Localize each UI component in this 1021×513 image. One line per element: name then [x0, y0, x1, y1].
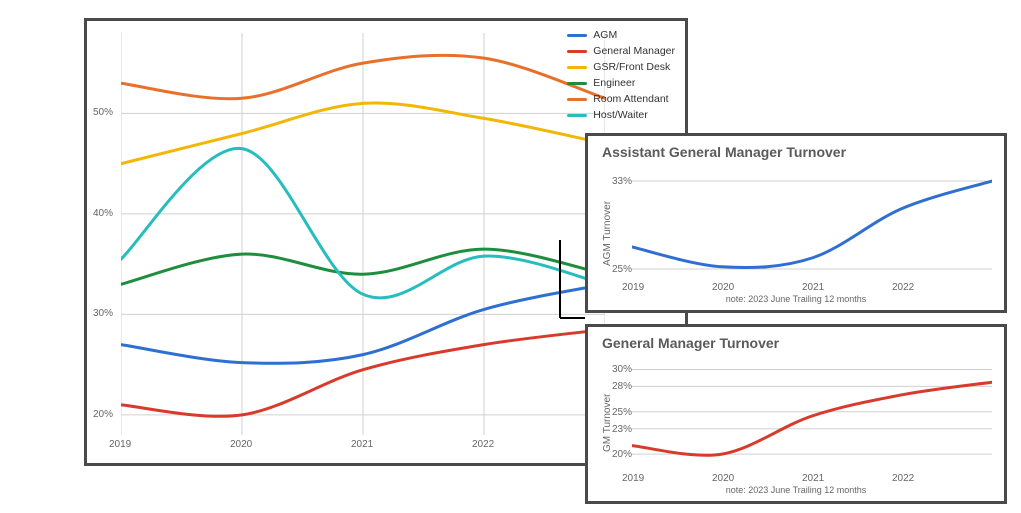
- chart-legend: AGMGeneral ManagerGSR/Front DeskEngineer…: [567, 27, 675, 123]
- legend-item: Engineer: [567, 75, 675, 91]
- ytick-label: 25%: [612, 264, 632, 275]
- legend-item: Room Attendant: [567, 91, 675, 107]
- legend-label: General Manager: [593, 43, 675, 59]
- xtick-label: 2021: [351, 439, 373, 450]
- xtick-label: 2019: [622, 473, 644, 484]
- ytick-label: 30%: [612, 364, 632, 375]
- ytick-label: 30%: [93, 308, 113, 319]
- ytick-label: 40%: [93, 208, 113, 219]
- legend-label: Host/Waiter: [593, 107, 647, 123]
- legend-label: Engineer: [593, 75, 635, 91]
- xtick-label: 2020: [712, 473, 734, 484]
- xtick-label: 2022: [892, 282, 914, 293]
- xtick-label: 2022: [892, 473, 914, 484]
- xtick-label: 2021: [802, 473, 824, 484]
- xtick-label: 2020: [712, 282, 734, 293]
- gm-plot-area: [632, 361, 992, 471]
- xtick-label: 2020: [230, 439, 252, 450]
- gm-chart-svg: [632, 361, 992, 471]
- chart-title: General Manager Turnover: [602, 335, 1004, 351]
- legend-label: AGM: [593, 27, 617, 43]
- chart-title: Assistant General Manager Turnover: [602, 144, 1004, 160]
- legend-item: AGM: [567, 27, 675, 43]
- chart-note: note: 2023 June Trailing 12 months: [588, 294, 1004, 304]
- legend-item: Host/Waiter: [567, 107, 675, 123]
- legend-item: GSR/Front Desk: [567, 59, 675, 75]
- xtick-label: 2019: [622, 282, 644, 293]
- legend-swatch: [567, 82, 587, 85]
- legend-label: GSR/Front Desk: [593, 59, 670, 75]
- ytick-label: 50%: [93, 107, 113, 118]
- ytick-label: 20%: [93, 409, 113, 420]
- legend-swatch: [567, 50, 587, 53]
- agm-chart-svg: [632, 170, 992, 280]
- xtick-label: 2021: [802, 282, 824, 293]
- ytick-label: 20%: [612, 449, 632, 460]
- agm-turnover-chart: Assistant General Manager Turnover AGM T…: [585, 133, 1007, 313]
- main-plot-area: [121, 33, 605, 435]
- y-axis-label: AGM Turnover: [602, 201, 613, 266]
- xtick-label: 2022: [472, 439, 494, 450]
- xtick-label: 2019: [109, 439, 131, 450]
- legend-swatch: [567, 114, 587, 117]
- ytick-label: 33%: [612, 176, 632, 187]
- chart-note: note: 2023 June Trailing 12 months: [588, 485, 1004, 495]
- main-chart-svg: [121, 33, 605, 435]
- chart-canvas: { "main_chart": { "type": "line", "x_lab…: [0, 0, 1021, 513]
- legend-swatch: [567, 98, 587, 101]
- legend-swatch: [567, 34, 587, 37]
- legend-swatch: [567, 66, 587, 69]
- ytick-label: 25%: [612, 407, 632, 418]
- ytick-label: 28%: [612, 381, 632, 392]
- gm-turnover-chart: General Manager Turnover GM Turnover 20%…: [585, 324, 1007, 504]
- agm-plot-area: [632, 170, 992, 280]
- legend-item: General Manager: [567, 43, 675, 59]
- legend-label: Room Attendant: [593, 91, 668, 107]
- ytick-label: 23%: [612, 424, 632, 435]
